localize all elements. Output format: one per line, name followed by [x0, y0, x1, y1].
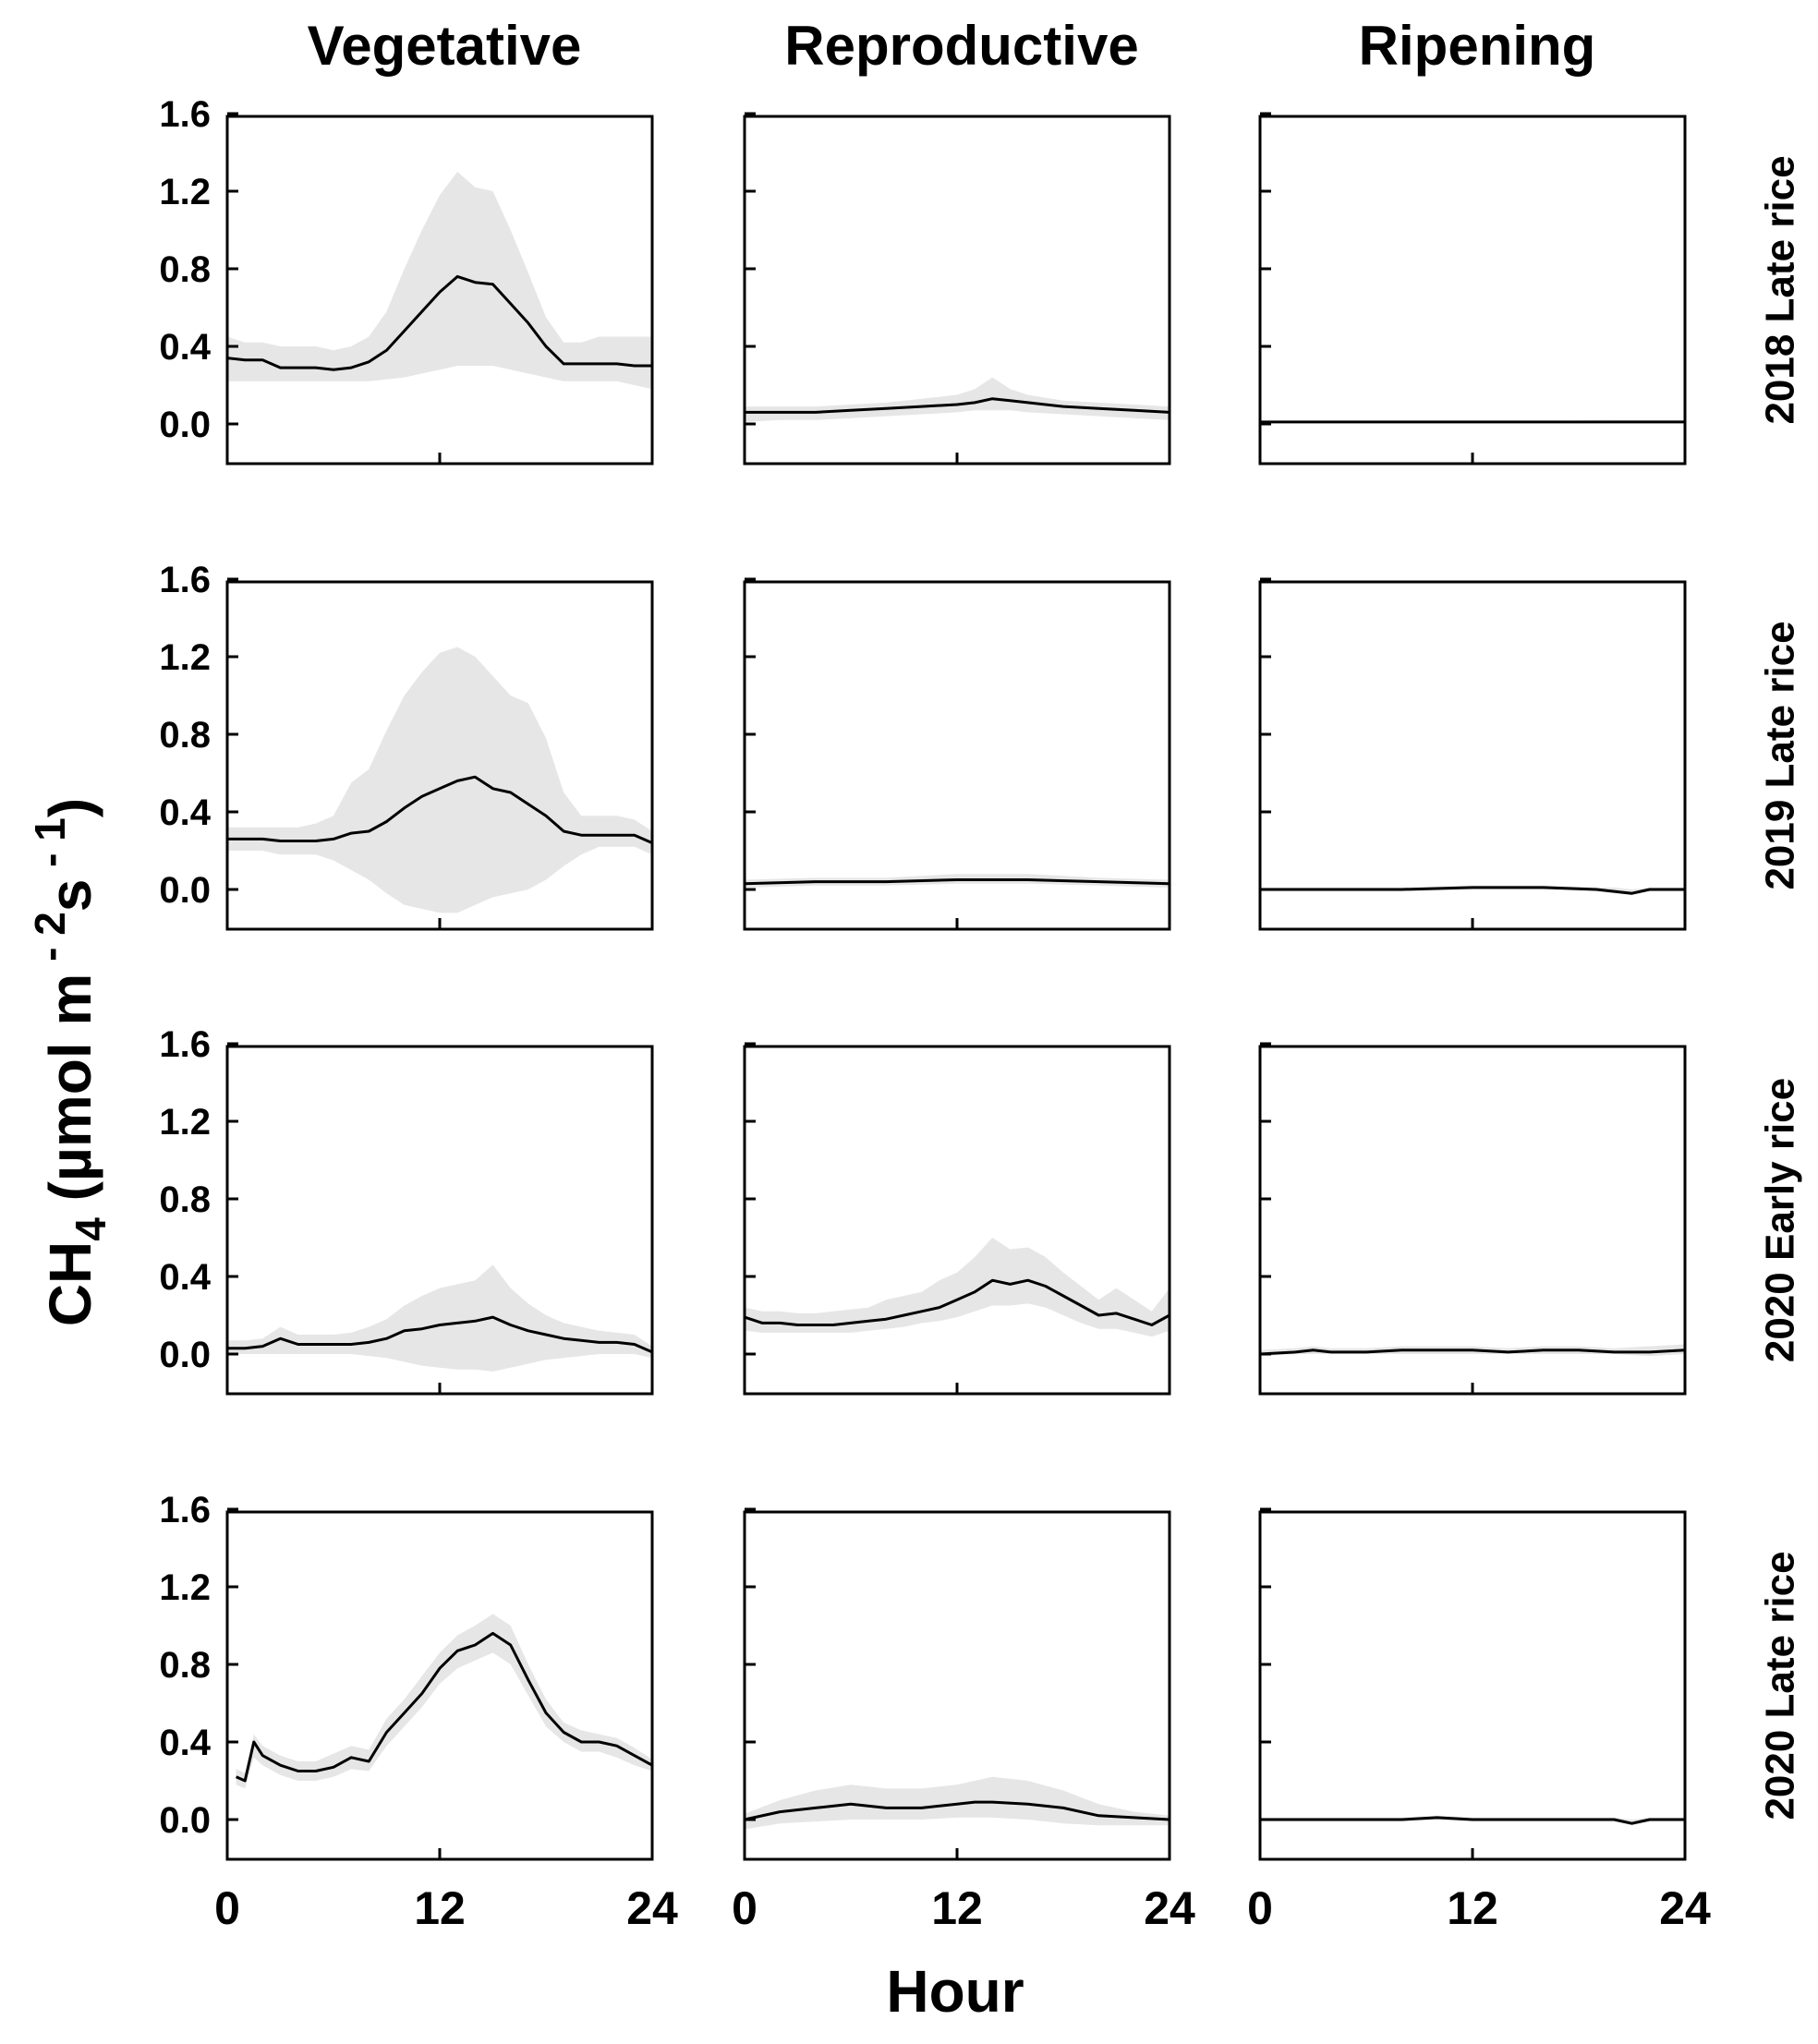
- y-tick-label-2020-late-rice-vegetative-4: 1.6: [159, 1490, 211, 1530]
- y-tick-label-2018-late-rice-vegetative-0: 0.0: [159, 405, 211, 445]
- mean-line-2019-late-rice-vegetative: [227, 775, 653, 844]
- x-tick-label-2020-late-rice-ripening-0: 0: [1247, 1882, 1273, 1934]
- row-label-2020-late-rice: 2020 Late rice: [1758, 1551, 1803, 1820]
- y-tick-label-2020-early-rice-vegetative-0: 0.0: [159, 1335, 211, 1375]
- panel-frame-2019-late-rice-ripening: [1258, 580, 1687, 931]
- y-tick-label-2018-late-rice-vegetative-4: 1.6: [159, 94, 211, 135]
- panel-frame-2020-late-rice-ripening: [1258, 1510, 1687, 1861]
- y-tick-label-2018-late-rice-vegetative-1: 0.4: [159, 327, 211, 368]
- mean-line-2020-late-rice-reproductive: [744, 1800, 1170, 1821]
- y-tick-label-2019-late-rice-vegetative-0: 0.0: [159, 870, 211, 911]
- y-tick-label-2018-late-rice-vegetative-2: 0.8: [159, 249, 211, 290]
- y-tick-label-2020-late-rice-vegetative-3: 1.2: [159, 1567, 211, 1608]
- y-axis-label: CH4 (µmol m - 2s - 1): [26, 798, 115, 1326]
- y-tick-label-2018-late-rice-vegetative-3: 1.2: [159, 172, 211, 212]
- mean-line-2019-late-rice-reproductive: [744, 878, 1170, 886]
- mean-line-2020-late-rice-ripening: [1260, 1816, 1685, 1825]
- y-tick-label-2020-early-rice-vegetative-3: 1.2: [159, 1102, 211, 1143]
- y-tick-label-2020-early-rice-vegetative-4: 1.6: [159, 1024, 211, 1065]
- band-2020-late-rice-vegetative: [236, 1614, 652, 1789]
- column-title-reproductive: Reproductive: [784, 15, 1138, 77]
- y-tick-label-2019-late-rice-vegetative-2: 0.8: [159, 715, 211, 756]
- y-tick-label-2019-late-rice-vegetative-1: 0.4: [159, 792, 211, 833]
- x-tick-label-2020-late-rice-vegetative-1: 12: [414, 1882, 466, 1934]
- mean-line-2020-late-rice-vegetative: [235, 1631, 653, 1783]
- y-tick-label-2020-late-rice-vegetative-2: 0.8: [159, 1645, 211, 1686]
- column-title-ripening: Ripening: [1359, 15, 1596, 77]
- band-2019-late-rice-vegetative: [227, 647, 652, 913]
- x-tick-label-2020-late-rice-reproductive-0: 0: [732, 1882, 758, 1934]
- y-tick-label-2019-late-rice-vegetative-4: 1.6: [159, 560, 211, 600]
- x-tick-label-2020-late-rice-reproductive-2: 24: [1144, 1882, 1195, 1934]
- x-tick-label-2020-late-rice-ripening-1: 12: [1447, 1882, 1498, 1934]
- band-2018-late-rice-reproductive: [745, 377, 1170, 422]
- panel-frame-2020-early-rice-reproductive: [743, 1045, 1171, 1396]
- y-tick-label-2020-early-rice-vegetative-1: 0.4: [159, 1257, 211, 1298]
- row-label-2019-late-rice: 2019 Late rice: [1758, 621, 1803, 889]
- band-2020-early-rice-vegetative: [227, 1264, 652, 1372]
- mean-line-2018-late-rice-reproductive: [745, 397, 1170, 414]
- panel-frame-2020-early-rice-ripening: [1258, 1045, 1687, 1396]
- x-tick-label-2020-late-rice-vegetative-0: 0: [214, 1882, 240, 1934]
- x-tick-label-2020-late-rice-vegetative-2: 24: [626, 1882, 678, 1934]
- mean-line-2020-early-rice-vegetative: [227, 1315, 653, 1354]
- panel-frame-2018-late-rice-ripening: [1258, 115, 1687, 466]
- y-tick-label-2019-late-rice-vegetative-3: 1.2: [159, 637, 211, 678]
- mean-line-2020-early-rice-reproductive: [744, 1278, 1170, 1326]
- x-tick-label-2020-late-rice-reproductive-1: 12: [931, 1882, 983, 1934]
- x-axis-label: Hour: [886, 1958, 1024, 2025]
- y-tick-label-2020-early-rice-vegetative-2: 0.8: [159, 1179, 211, 1220]
- y-tick-label-2020-late-rice-vegetative-1: 0.4: [159, 1723, 211, 1763]
- y-tick-label-2020-late-rice-vegetative-0: 0.0: [159, 1800, 211, 1841]
- row-label-2020-early-rice: 2020 Early rice: [1758, 1078, 1803, 1362]
- band-2018-late-rice-vegetative: [227, 172, 652, 390]
- mean-line-2020-early-rice-ripening: [1259, 1349, 1686, 1356]
- row-label-2018-late-rice: 2018 Late rice: [1758, 155, 1803, 424]
- column-title-vegetative: Vegetative: [308, 15, 582, 77]
- mean-line-2019-late-rice-ripening: [1260, 886, 1685, 895]
- panel-frame-2020-late-rice-vegetative: [225, 1510, 654, 1861]
- mean-line-2018-late-rice-vegetative: [226, 274, 652, 371]
- band-2020-early-rice-reproductive: [745, 1238, 1170, 1337]
- x-tick-label-2020-late-rice-ripening-2: 24: [1659, 1882, 1711, 1934]
